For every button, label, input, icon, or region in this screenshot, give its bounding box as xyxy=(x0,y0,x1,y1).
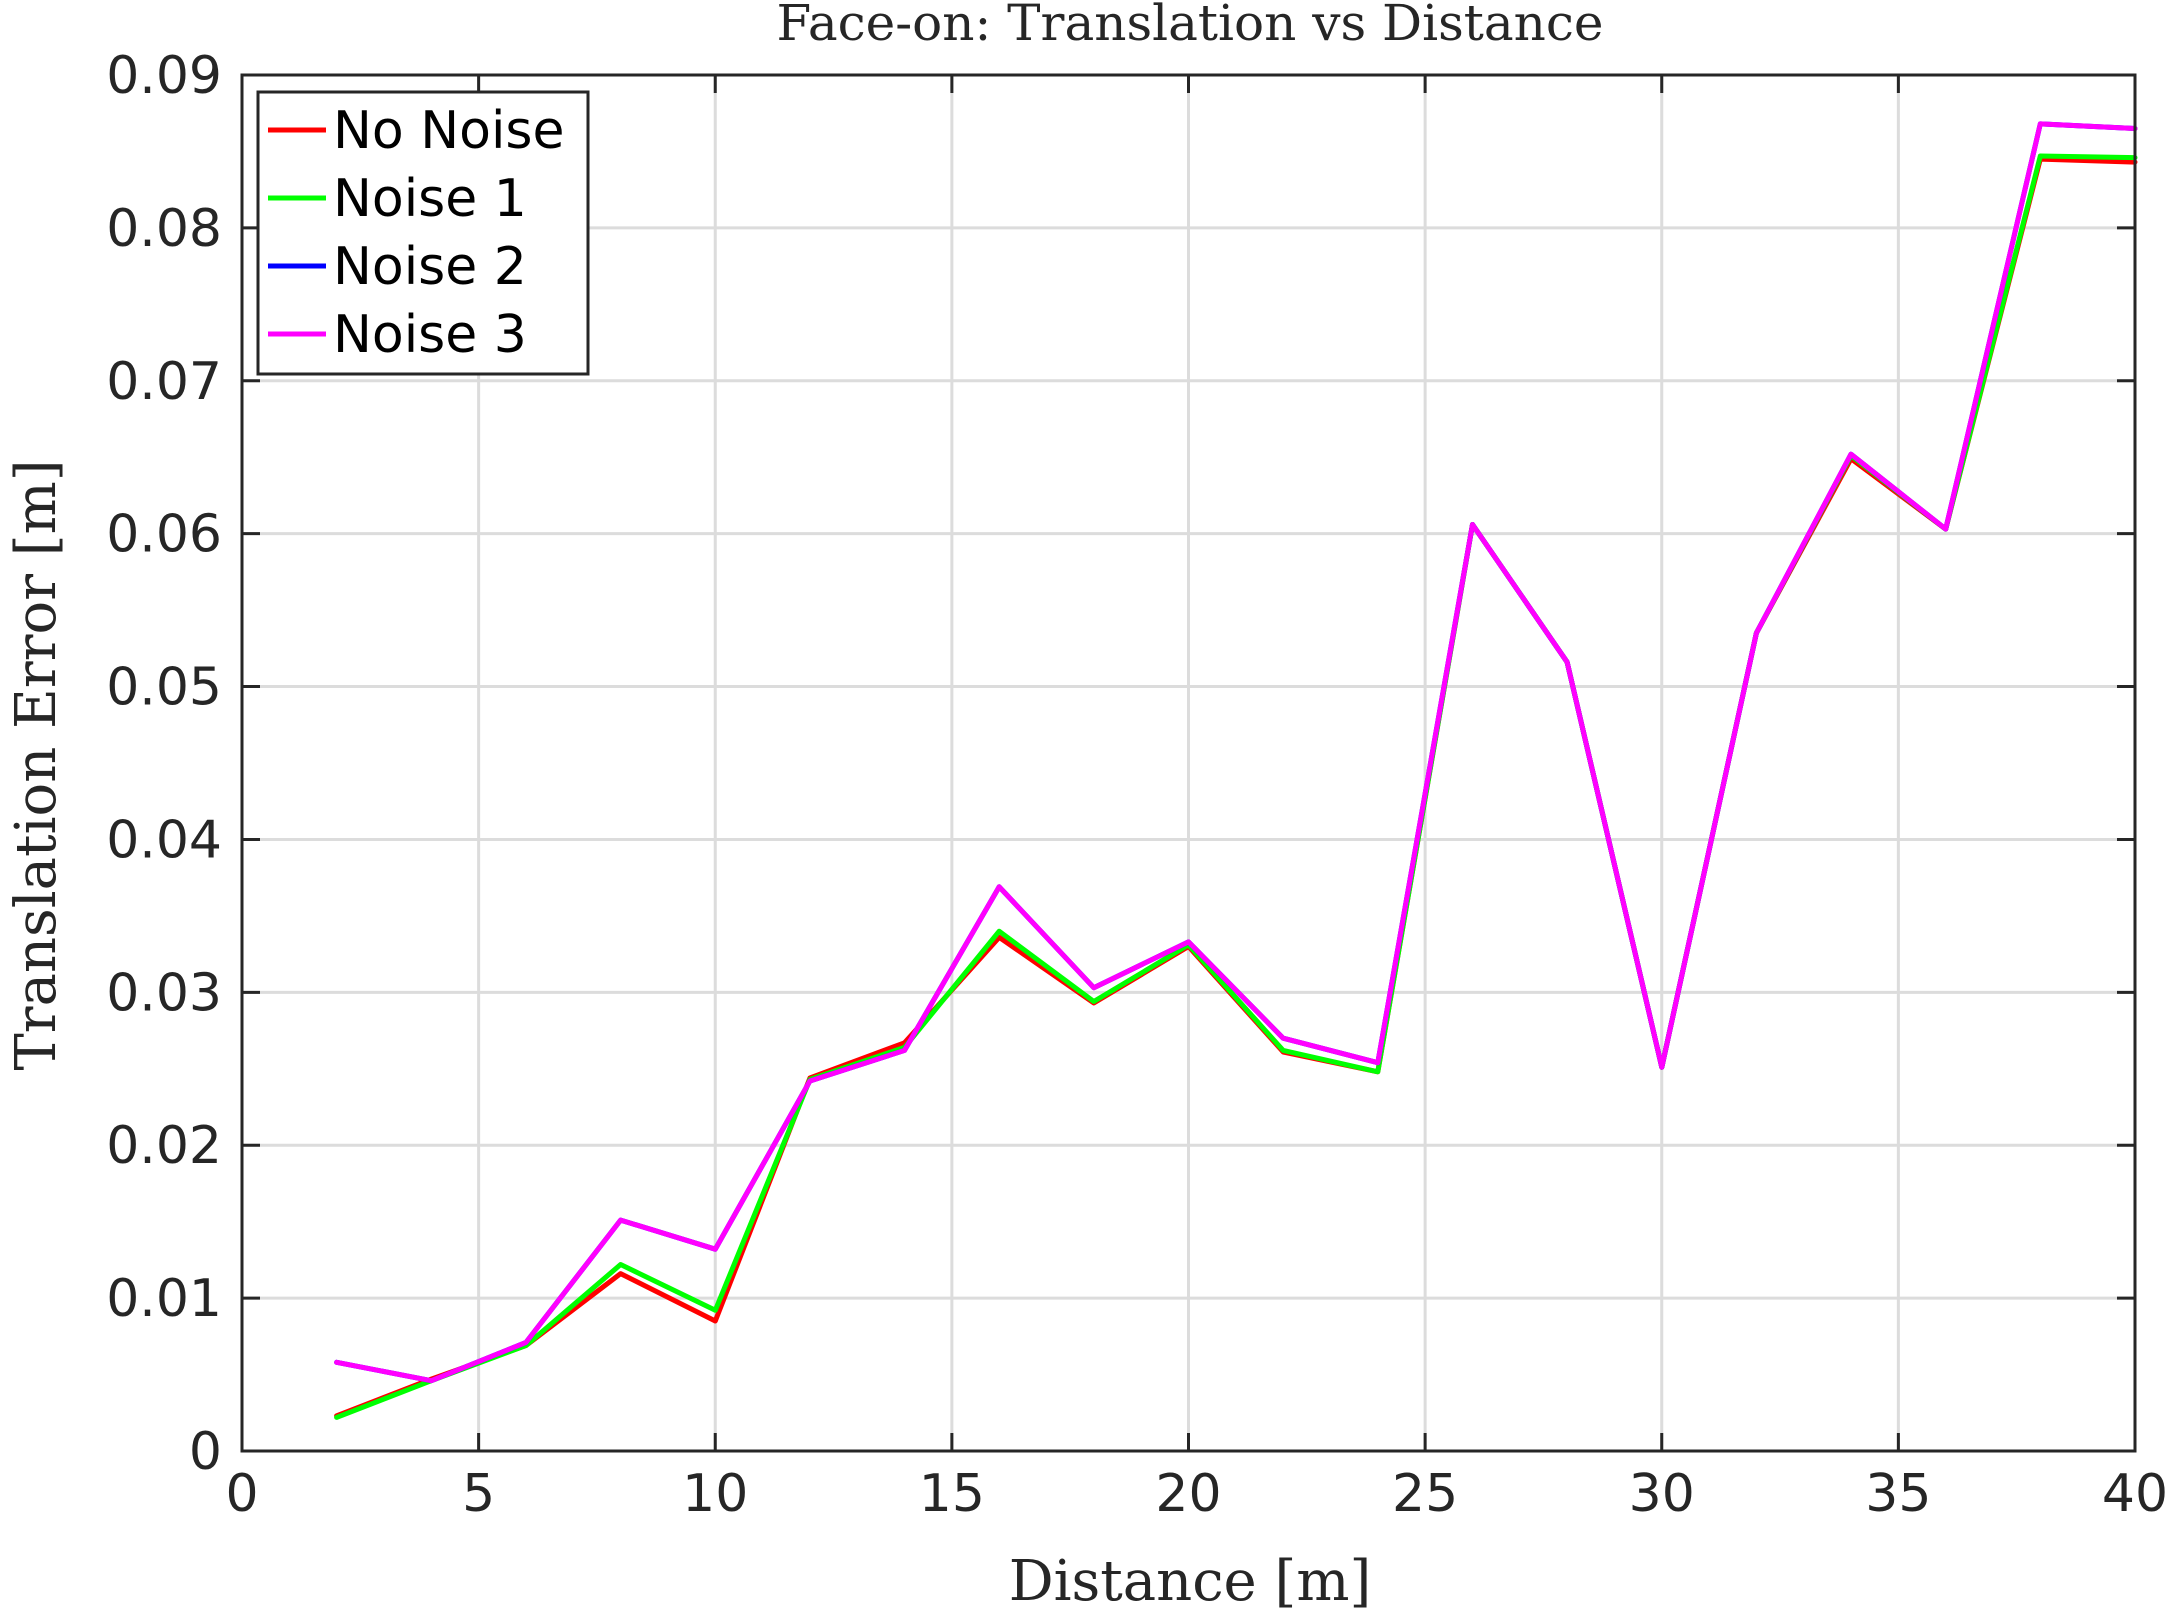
y-tick-label: 0.02 xyxy=(106,1116,222,1176)
legend-entry: Noise 2 xyxy=(333,237,527,297)
x-tick-label: 20 xyxy=(1155,1464,1221,1524)
x-tick-label: 40 xyxy=(2102,1464,2168,1524)
x-tick-label: 5 xyxy=(462,1464,495,1524)
y-tick-label: 0 xyxy=(189,1422,222,1482)
y-tick-label: 0.08 xyxy=(106,199,222,259)
series-line-no-noise xyxy=(334,156,2138,1419)
axes xyxy=(240,73,2137,1453)
series-lines xyxy=(334,121,2138,1420)
y-tick-label: 0.09 xyxy=(106,46,222,106)
y-tick-label: 0.05 xyxy=(106,658,222,718)
x-tick-label: 30 xyxy=(1629,1464,1695,1524)
x-tick-label: 25 xyxy=(1392,1464,1458,1524)
x-axis-label: Distance [m] xyxy=(1009,1549,1372,1614)
series-line-noise-3 xyxy=(334,121,2138,1384)
y-tick-label: 0.06 xyxy=(106,505,222,565)
legend-entry: Noise 1 xyxy=(333,169,527,229)
x-tick-label: 10 xyxy=(682,1464,748,1524)
legend: No Noise Noise 1 Noise 2 Noise 3 xyxy=(256,90,590,376)
x-tick-label: 15 xyxy=(919,1464,985,1524)
y-tick-label: 0.04 xyxy=(106,810,222,870)
legend-entry: No Noise xyxy=(333,101,565,161)
y-axis-label: Translation Error [m] xyxy=(4,459,69,1070)
y-tick-label: 0.07 xyxy=(106,352,222,412)
tick-labels: 0 5 10 15 20 25 30 35 40 0 0.01 0.02 0.03 0.04 0.05 0.0… xyxy=(106,46,2168,1524)
legend-entry: Noise 3 xyxy=(333,305,527,365)
y-tick-label: 0.01 xyxy=(106,1269,222,1329)
chart-title: Face-on: Translation vs Distance xyxy=(777,0,1604,52)
series-line-noise-2 xyxy=(334,121,2138,1384)
x-tick-label: 0 xyxy=(225,1464,258,1524)
y-tick-label: 0.03 xyxy=(106,963,222,1023)
series-line-noise-1 xyxy=(334,153,2138,1420)
x-tick-label: 35 xyxy=(1865,1464,1931,1524)
legend-box xyxy=(256,90,590,376)
